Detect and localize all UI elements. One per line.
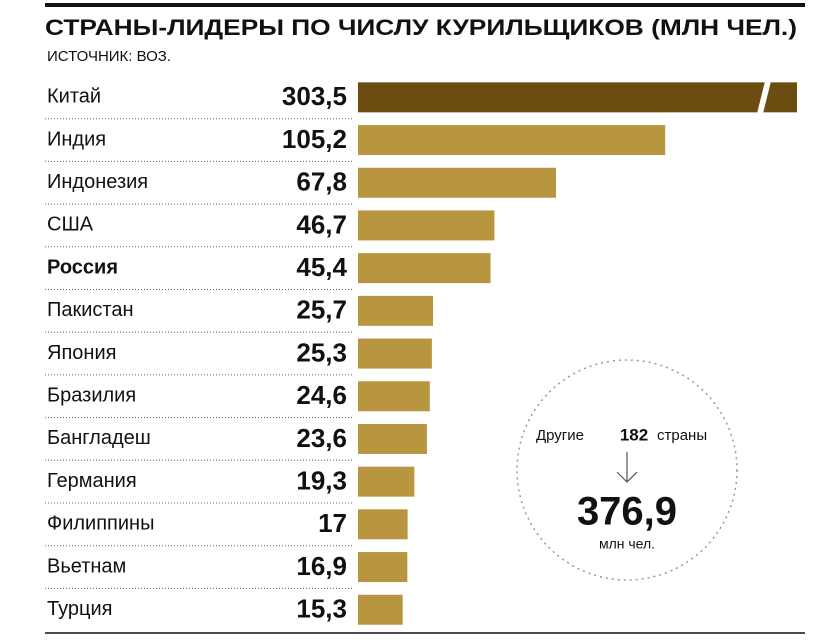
others-circle bbox=[516, 359, 738, 581]
category-label: Индонезия bbox=[47, 171, 148, 193]
bar bbox=[358, 381, 430, 412]
chart-subtitle: ИСТОЧНИК: ВОЗ. bbox=[47, 48, 171, 65]
others-count-unit: страны bbox=[657, 427, 707, 444]
value-label: 45,4 bbox=[296, 252, 347, 282]
value-label: 24,6 bbox=[296, 380, 347, 410]
bar bbox=[358, 509, 408, 540]
bar bbox=[358, 125, 666, 156]
category-label: Турция bbox=[47, 598, 112, 620]
category-label: Пакистан bbox=[47, 299, 134, 321]
others-label: Другие bbox=[536, 427, 584, 444]
bar bbox=[358, 167, 556, 198]
value-label: 25,3 bbox=[296, 337, 347, 367]
category-label: Бразилия bbox=[47, 385, 136, 407]
value-label: 17 bbox=[318, 508, 347, 538]
bar bbox=[358, 253, 491, 284]
value-label: 25,7 bbox=[296, 295, 347, 325]
value-label: 23,6 bbox=[296, 423, 347, 453]
bar bbox=[358, 594, 403, 625]
category-label: Германия bbox=[47, 470, 137, 492]
bar bbox=[358, 552, 408, 583]
bar bbox=[358, 423, 427, 454]
category-label: Бангладеш bbox=[47, 427, 151, 449]
category-label: Япония bbox=[47, 342, 116, 364]
others-unit: млн чел. bbox=[599, 536, 655, 552]
category-label: Филиппины bbox=[47, 513, 154, 535]
bar bbox=[358, 466, 415, 497]
arrow bbox=[616, 452, 638, 483]
value-label: 46,7 bbox=[296, 209, 347, 239]
bar-break bbox=[757, 81, 771, 114]
category-label: Вьетнам bbox=[47, 555, 126, 577]
bar bbox=[358, 82, 797, 113]
category-label: Россия bbox=[47, 256, 118, 278]
bar bbox=[358, 295, 434, 326]
value-label: 105,2 bbox=[282, 124, 347, 154]
value-label: 19,3 bbox=[296, 466, 347, 496]
value-label: 67,8 bbox=[296, 167, 347, 197]
category-label: Китай bbox=[47, 86, 101, 108]
bar bbox=[358, 210, 495, 241]
value-label: 16,9 bbox=[296, 551, 347, 581]
category-label: Индия bbox=[47, 128, 106, 150]
others-value: 376,9 bbox=[577, 490, 677, 534]
others-count: 182 bbox=[620, 425, 648, 444]
category-label: США bbox=[47, 214, 94, 236]
value-label: 303,5 bbox=[282, 81, 347, 111]
top-rule bbox=[45, 3, 805, 7]
value-label: 15,3 bbox=[296, 594, 347, 624]
chart-title: СТРАНЫ-ЛИДЕРЫ ПО ЧИСЛУ КУРИЛЬЩИКОВ (МЛН … bbox=[45, 15, 797, 40]
bar bbox=[358, 338, 432, 369]
